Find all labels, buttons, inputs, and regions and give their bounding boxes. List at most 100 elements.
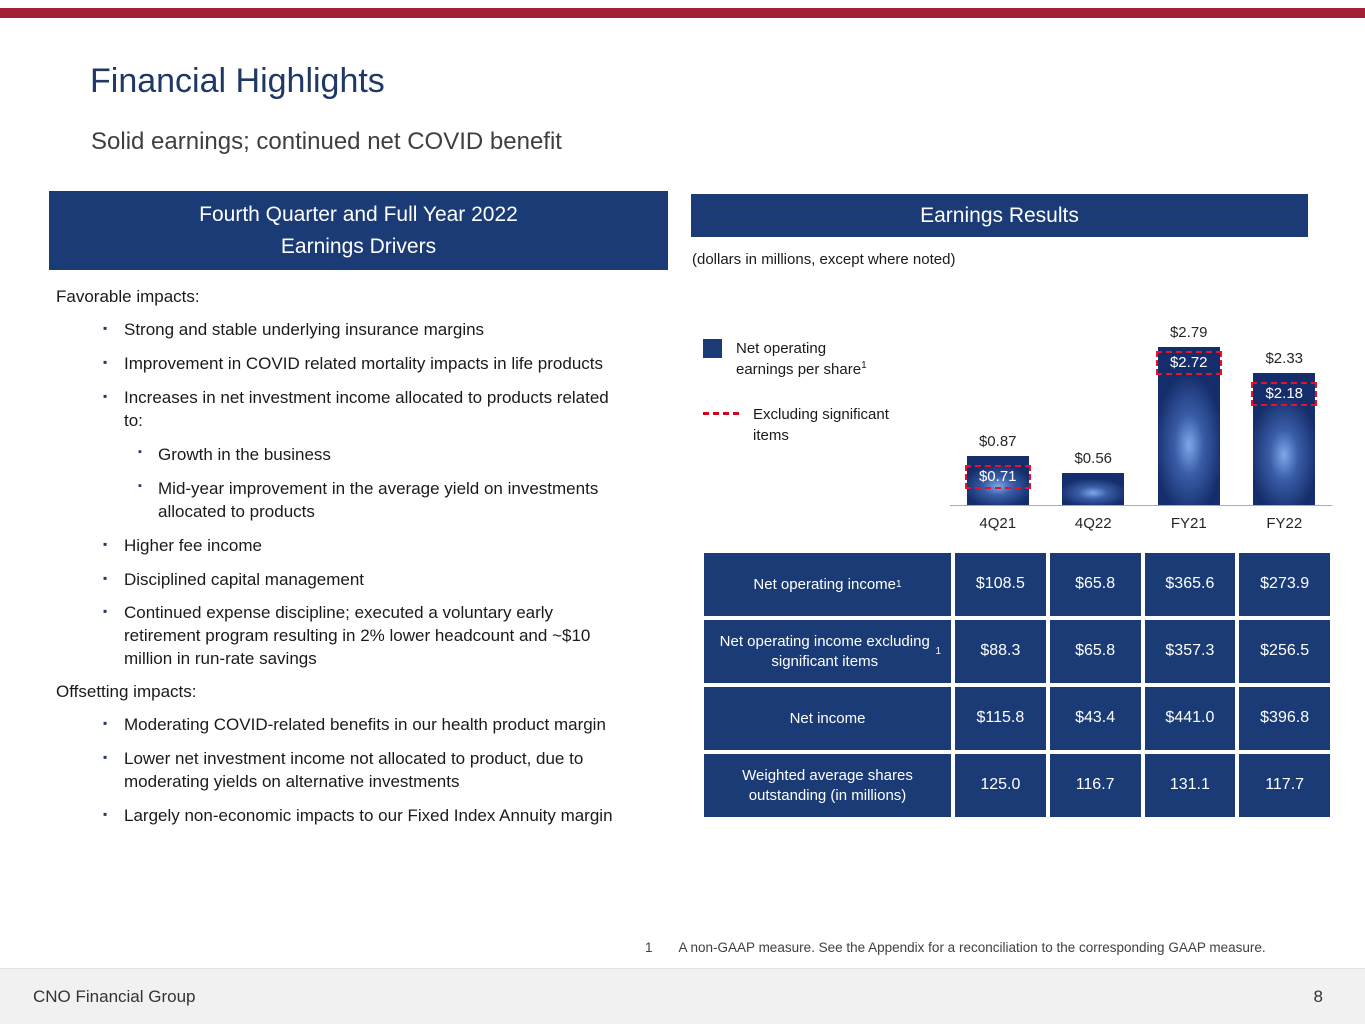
footnote-marker: 1 bbox=[645, 940, 653, 955]
table-value-cell: $273.9 bbox=[1239, 553, 1330, 616]
bullet-text: Strong and stable underlying insurance m… bbox=[124, 320, 485, 339]
earnings-drivers-header-line1: Fourth Quarter and Full Year 2022 bbox=[199, 203, 518, 226]
bullet-text: Improvement in COVID related mortality i… bbox=[124, 353, 604, 373]
slide-title: Financial Highlights bbox=[90, 62, 385, 100]
table-value-cell: 117.7 bbox=[1239, 754, 1330, 817]
table-value-cell: $441.0 bbox=[1144, 687, 1236, 750]
sub-bullet-item: ▪ Growth in the business bbox=[138, 444, 608, 467]
footnote: 1 A non-GAAP measure. See the Appendix f… bbox=[645, 940, 1357, 955]
table-value-cell: 131.1 bbox=[1144, 754, 1236, 817]
bullet-text: Higher fee income bbox=[124, 535, 262, 555]
bullet-marker-icon: ▪ bbox=[138, 479, 142, 492]
table-value-cell: 116.7 bbox=[1049, 754, 1141, 817]
x-axis-category-label: FY22 bbox=[1266, 515, 1303, 532]
legend-item: Excluding significant items bbox=[703, 404, 913, 446]
table-value-cell: 125.0 bbox=[955, 754, 1046, 817]
chart-plot-area: $0.87 $0.71 $0.56 $2.79 $2.72 $2.33 $2.18 bbox=[950, 324, 1333, 506]
top-accent-bar bbox=[0, 8, 1365, 18]
earnings-results-header: Earnings Results bbox=[691, 194, 1308, 237]
bullet-item: ▪ Largely non-economic impacts to our Fix… bbox=[103, 805, 631, 828]
excluding-items-value-label: $0.71 bbox=[964, 464, 1031, 489]
impact-section-heading: Favorable impacts: bbox=[56, 287, 200, 306]
bar-value-label: $0.56 bbox=[1074, 450, 1113, 468]
excluding-items-value-label: $2.18 bbox=[1251, 381, 1318, 406]
bullet-text: Growth in the business bbox=[158, 444, 331, 464]
footer-company-name: CNO Financial Group bbox=[33, 986, 196, 1006]
bullet-marker-icon: ▪ bbox=[103, 354, 108, 369]
sub-bullet-list: ▪ Growth in the business ▪ Mid-year improve… bbox=[124, 444, 608, 524]
table-row-label: Weighted average shares outstanding (in … bbox=[704, 754, 951, 817]
bullet-list: ▪ Moderating COVID-related benefits in ou… bbox=[56, 714, 631, 828]
slide-footer: CNO Financial Group 8 bbox=[0, 968, 1365, 1024]
table-value-cell: $65.8 bbox=[1049, 620, 1141, 683]
bar-value-label: $2.79 bbox=[1169, 323, 1208, 341]
table-value-cell: $396.8 bbox=[1239, 687, 1330, 750]
bullet-text: Lower net investment income not allocate… bbox=[124, 749, 584, 792]
x-axis-category-label: FY21 bbox=[1170, 515, 1207, 532]
bullet-marker-icon: ▪ bbox=[138, 445, 142, 458]
table-value-cell: $115.8 bbox=[955, 687, 1046, 750]
bullet-text: Increases in net investment income alloc… bbox=[124, 387, 609, 430]
bullet-marker-icon: ▪ bbox=[103, 388, 108, 403]
impact-section-heading: Offsetting impacts: bbox=[56, 682, 197, 702]
footer-page-number: 8 bbox=[1313, 986, 1323, 1006]
table-value-cell: $365.6 bbox=[1144, 553, 1236, 616]
bullet-item: ▪ Disciplined capital management bbox=[103, 569, 631, 592]
bullet-marker-icon: ▪ bbox=[103, 807, 108, 822]
eps-bar-chart: $0.87 $0.71 $0.56 $2.79 $2.72 $2.33 $2.18 4Q21… bbox=[950, 324, 1333, 532]
bar-column: $0.56 bbox=[1046, 335, 1142, 505]
chart-legend: Net operating earnings per share1 Excludi… bbox=[703, 338, 913, 470]
slide-subtitle: Solid earnings; continued net COVID bene… bbox=[91, 128, 562, 155]
bar-column: $2.33 $2.18 bbox=[1237, 335, 1333, 505]
bullet-item: ▪ Moderating COVID-related benefits in ou… bbox=[103, 714, 631, 737]
legend-label: Net operating earnings per share1 bbox=[736, 340, 867, 378]
x-axis-category-label: 4Q21 bbox=[979, 515, 1017, 532]
bar-column: $2.79 $2.72 bbox=[1141, 324, 1237, 505]
table-value-cell: $43.4 bbox=[1049, 687, 1141, 750]
bullet-item: ▪ Improvement in COVID related mortality … bbox=[103, 353, 631, 376]
bullet-marker-icon: ▪ bbox=[103, 321, 108, 335]
bullet-marker-icon: ▪ bbox=[103, 750, 108, 765]
table-row-label: Net operating income 1 bbox=[704, 553, 951, 616]
bullet-item: ▪ Higher fee income bbox=[103, 535, 631, 558]
earnings-drivers-header-line2: Earnings Drivers bbox=[280, 234, 437, 258]
table-value-cell: $256.5 bbox=[1239, 620, 1330, 683]
bar-value-label: $0.87 bbox=[978, 432, 1017, 450]
footnote-text: A non-GAAP measure. See the Appendix for… bbox=[678, 940, 1266, 955]
bullet-item: ▪ Strong and stable underlying insurance … bbox=[103, 319, 631, 342]
bar-column: $0.87 $0.71 bbox=[950, 335, 1046, 505]
bullet-text: Moderating COVID-related benefits in our… bbox=[124, 715, 606, 735]
bar bbox=[1253, 373, 1316, 505]
table-row-label: Net operating income excluding significa… bbox=[704, 620, 951, 683]
bullet-text: Mid-year improvement in the average yiel… bbox=[158, 478, 599, 521]
bullet-text: Disciplined capital management bbox=[124, 569, 365, 589]
table-value-cell: $88.3 bbox=[955, 620, 1046, 683]
table-value-cell: $108.5 bbox=[955, 553, 1046, 616]
bullet-marker-icon: ▪ bbox=[103, 536, 108, 551]
bar bbox=[966, 455, 1029, 505]
chart-x-axis-labels: 4Q21 4Q22 FY21 FY22 bbox=[950, 515, 1332, 532]
bullet-list: ▪ Strong and stable underlying insurance … bbox=[56, 319, 631, 671]
bullet-item: ▪ Continued expense discipline; executed … bbox=[103, 602, 631, 671]
legend-item: Net operating earnings per share1 bbox=[703, 338, 913, 380]
bullet-text: Continued expense discipline; executed a… bbox=[124, 603, 591, 669]
table-row-label: Net income bbox=[704, 687, 951, 750]
bullet-marker-icon: ▪ bbox=[103, 570, 108, 585]
legend-square-swatch-icon bbox=[703, 339, 722, 358]
earnings-drivers-header: Fourth Quarter and Full Year 2022 Earnin… bbox=[49, 191, 668, 270]
table-value-cell: $65.8 bbox=[1049, 553, 1141, 616]
bullet-text: Largely non-economic impacts to our Fixe… bbox=[124, 806, 613, 826]
earnings-results-table: Net operating income 1 $108.5 $65.8 $365.6 $2… bbox=[704, 553, 1330, 817]
table-value-cell: $357.3 bbox=[1144, 620, 1236, 683]
bullet-item: ▪ Increases in net investment income allo… bbox=[103, 387, 631, 524]
earnings-drivers-body: Favorable impacts: ▪ Strong and stable und… bbox=[56, 287, 631, 839]
bar-value-label: $2.33 bbox=[1265, 350, 1304, 367]
excluding-items-value-label: $2.72 bbox=[1155, 350, 1222, 375]
bullet-marker-icon: ▪ bbox=[103, 716, 108, 731]
x-axis-category-label: 4Q22 bbox=[1074, 515, 1112, 532]
legend-label: Excluding significant items bbox=[753, 406, 889, 444]
units-caption: (dollars in millions, except where noted… bbox=[692, 251, 956, 268]
sub-bullet-item: ▪ Mid-year improvement in the average yie… bbox=[138, 478, 608, 524]
bar bbox=[1062, 473, 1125, 505]
